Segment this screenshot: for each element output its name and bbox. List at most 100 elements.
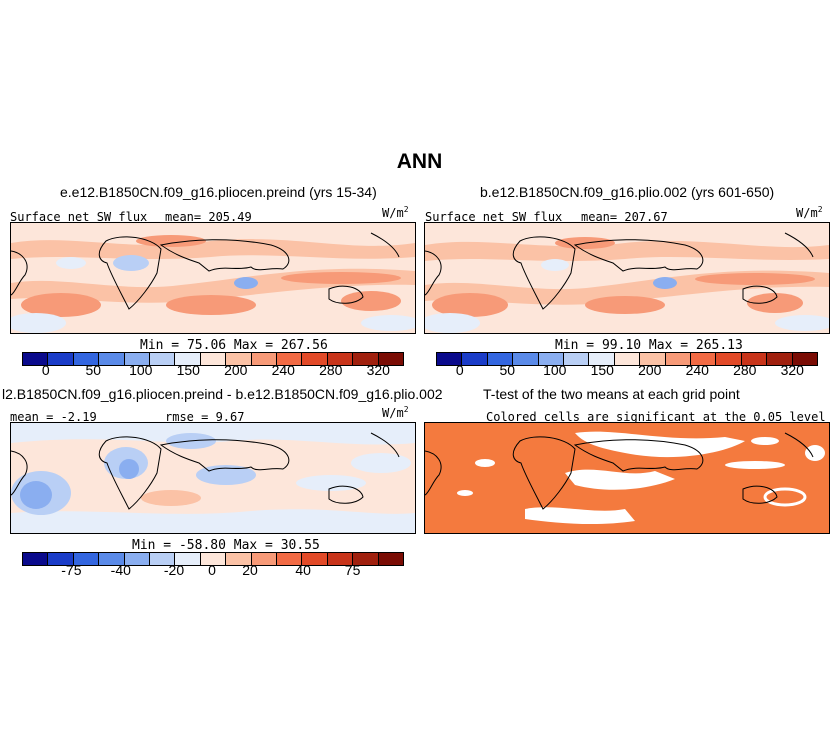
colorbar-tick-label: 150	[590, 362, 614, 378]
case-title-bottom-left: l2.B1850CN.f09_g16.pliocen.preind - b.e1…	[2, 386, 443, 402]
ttest-subtitle: Colored cells are significant at the 0.0…	[486, 410, 826, 424]
colorbar-tick-label: 40	[295, 562, 311, 578]
colorbar-swatch	[767, 353, 793, 365]
colorbar-bottom-left	[22, 552, 404, 566]
rmse-label-bottom-left: rmse = 9.67	[165, 410, 245, 424]
colorbar-swatch	[640, 353, 666, 365]
colorbar-swatch	[462, 353, 488, 365]
colorbar-swatch	[564, 353, 590, 365]
map-panel-bottom-right	[424, 422, 830, 534]
minmax-bottom-left: Min = -58.80 Max = 30.55	[132, 538, 320, 553]
colorbar-tick-label: 200	[638, 362, 662, 378]
colorbar-tick-label: 100	[543, 362, 567, 378]
mean-label-bottom-left: mean = -2.19	[10, 410, 97, 424]
colorbar-top-right	[436, 352, 818, 366]
colorbar-swatch	[353, 353, 379, 365]
colorbar-swatch	[150, 553, 176, 565]
colorbar-swatch	[251, 553, 278, 565]
colorbar-tick-label: 240	[685, 362, 709, 378]
colorbar-swatch	[277, 553, 303, 565]
units-top-right: W/m2	[796, 205, 823, 220]
colorbar-tick-label: 0	[208, 562, 216, 578]
case-title-top-right: b.e12.B1850CN.f09_g16.plio.002 (yrs 601-…	[480, 184, 775, 200]
colorbar-tick-label: -20	[163, 562, 185, 578]
colorbar-swatch	[353, 553, 379, 565]
colorbar-swatch	[277, 353, 303, 365]
map-panel-bottom-left	[10, 422, 416, 534]
colorbar-swatch	[23, 353, 49, 365]
colorbar-tick-label: -40	[110, 562, 131, 578]
colorbar-swatch	[175, 353, 201, 365]
colorbar-swatch	[150, 353, 176, 365]
map-top-left	[11, 223, 415, 333]
colorbar-swatch	[48, 553, 74, 565]
colorbar-swatch	[226, 553, 252, 565]
colorbar-tick-label: 200	[224, 362, 248, 378]
colorbar-tick-label: 320	[366, 362, 390, 378]
colorbar-tick-label: -75	[61, 562, 82, 578]
colorbar-swatch	[487, 353, 514, 365]
colorbar-swatch	[251, 353, 278, 365]
colorbar-swatch	[691, 353, 717, 365]
colorbar-swatch	[73, 353, 100, 365]
colorbar-swatch	[327, 553, 354, 565]
colorbar-top-left	[22, 352, 404, 366]
map-panel-top-left	[10, 222, 416, 334]
colorbar-tick-label: 100	[129, 362, 153, 378]
colorbar-tick-label: 0	[455, 362, 464, 378]
colorbar-swatch	[437, 353, 463, 365]
colorbar-swatch	[378, 353, 404, 365]
colorbar-swatch	[23, 553, 49, 565]
variable-label-top-right: Surface net SW flux	[425, 210, 563, 224]
colorbar-tick-label: 20	[242, 562, 258, 578]
colorbar-swatch	[614, 353, 641, 365]
main-title: ANN	[396, 150, 443, 173]
colorbar-ticks-bottom-left: -75 -40 -20 0 20 40 75	[22, 562, 402, 578]
colorbar-swatch	[200, 353, 227, 365]
map-panel-top-right	[424, 222, 830, 334]
colorbar-swatch	[200, 553, 227, 565]
colorbar-ticks-top-left: 0 50 100 150 200 240 280 320	[22, 362, 402, 378]
colorbar-swatch	[99, 353, 125, 365]
colorbar-swatch	[99, 553, 125, 565]
colorbar-ticks-top-right: 0 50 100 150 200 240 280 320	[436, 362, 816, 378]
colorbar-swatch	[48, 353, 74, 365]
colorbar-swatch	[73, 553, 100, 565]
colorbar-swatch	[665, 353, 692, 365]
colorbar-tick-label: 0	[41, 362, 50, 378]
colorbar-swatch	[538, 353, 565, 365]
colorbar-swatch	[124, 353, 151, 365]
colorbar-tick-label: 280	[733, 362, 757, 378]
colorbar-swatch	[226, 353, 252, 365]
colorbar-tick-label: 50	[85, 362, 102, 378]
colorbar-swatch	[741, 353, 768, 365]
colorbar-tick-label: 320	[780, 362, 804, 378]
colorbar-swatch	[513, 353, 539, 365]
units-bottom-left: W/m2	[382, 405, 409, 420]
minmax-top-left: Min = 75.06 Max = 267.56	[140, 338, 328, 353]
colorbar-swatch	[378, 553, 404, 565]
mean-label-top-left: mean= 205.49	[165, 210, 252, 224]
colorbar-tick-label: 75	[344, 562, 361, 578]
colorbar-tick-label: 280	[319, 362, 343, 378]
colorbar-swatch	[302, 553, 328, 565]
colorbar-tick-label: 150	[176, 362, 200, 378]
colorbar-tick-label: 50	[499, 362, 516, 378]
variable-label-top-left: Surface net SW flux	[10, 210, 148, 224]
map-bottom-right	[425, 423, 829, 533]
colorbar-swatch	[175, 553, 201, 565]
map-bottom-left	[11, 423, 415, 533]
case-title-top-left: e.e12.B1850CN.f09_g16.pliocen.preind (yr…	[60, 184, 377, 200]
mean-label-top-right: mean= 207.67	[581, 210, 668, 224]
colorbar-swatch	[327, 353, 354, 365]
colorbar-tick-label: 240	[271, 362, 295, 378]
colorbar-swatch	[124, 553, 151, 565]
ttest-title: T-test of the two means at each grid poi…	[483, 386, 740, 402]
minmax-top-right: Min = 99.10 Max = 265.13	[555, 338, 743, 353]
units-top-left: W/m2	[382, 205, 409, 220]
colorbar-swatch	[792, 353, 818, 365]
colorbar-swatch	[716, 353, 742, 365]
colorbar-swatch	[302, 353, 328, 365]
colorbar-swatch	[589, 353, 615, 365]
map-top-right	[425, 223, 829, 333]
